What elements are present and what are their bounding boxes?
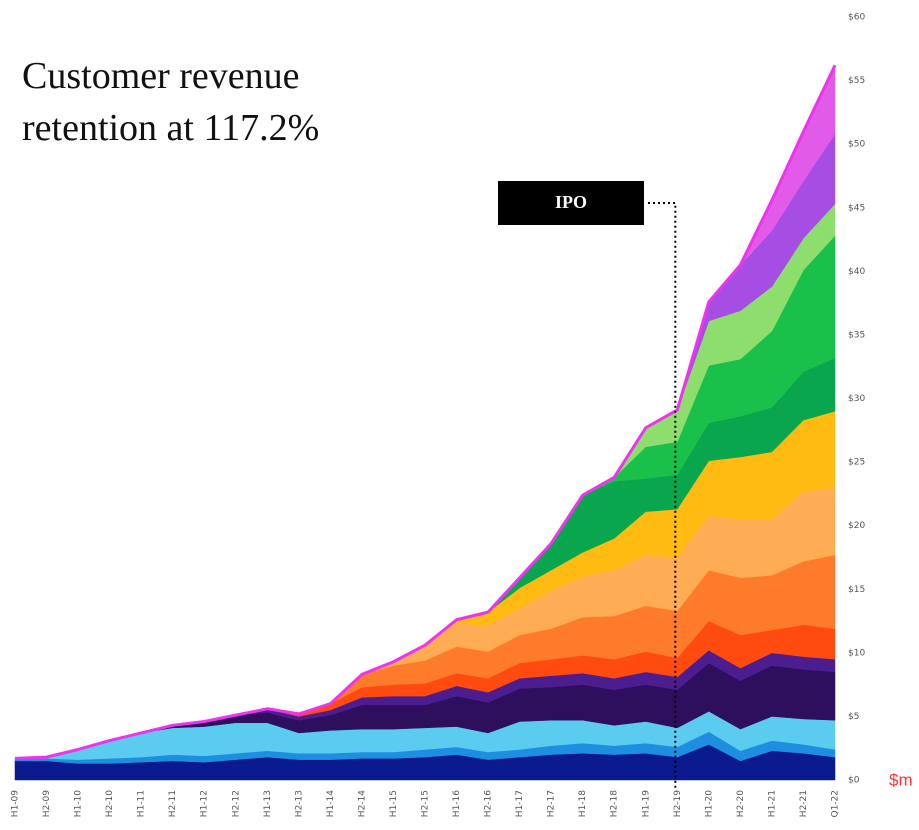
x-tick-label: H1-20 [704,790,714,817]
y-tick-label: $40 [848,267,865,277]
x-tick-label: H2-17 [547,790,557,817]
x-tick-label: H2-11 [168,790,178,817]
x-tick-label: H2-18 [610,790,620,817]
x-tick-label: H1-10 [74,790,84,817]
annotation-box [498,181,644,225]
x-tick-label: H2-13 [294,790,304,817]
x-tick-label: H2-09 [42,790,52,817]
x-tick-label: H1-09 [11,790,21,817]
x-tick-label: H1-13 [263,790,273,817]
annotation-label: IPO [555,192,587,212]
x-tick-label: Q1-22 [831,790,841,818]
x-tick-label: H2-14 [357,790,367,817]
chart-title: retention at 117.2% [22,107,319,149]
x-tick-label: H1-15 [389,790,399,817]
y-tick-label: $15 [848,585,865,595]
x-tick-label: H2-19 [673,790,683,817]
x-tick-label: H2-12 [231,790,241,817]
y-tick-label: $10 [848,648,865,658]
x-tick-label: H1-14 [326,790,336,817]
y-tick-label: $60 [848,13,865,23]
y-tick-label: $55 [848,76,865,86]
x-tick-label: H2-16 [484,790,494,817]
x-tick-label: H1-12 [200,790,210,817]
y-unit-label: $m [889,770,913,789]
x-tick-label: H2-15 [421,790,431,817]
chart-title: Customer revenue [22,55,300,97]
x-tick-label: H1-18 [578,790,588,817]
x-tick-label: H1-19 [641,790,651,817]
x-tick-label: H1-17 [515,790,525,817]
x-tick-label: H1-16 [452,790,462,817]
y-tick-label: $5 [848,712,859,722]
y-tick-label: $20 [848,521,865,531]
x-tick-label: H2-10 [105,790,115,817]
x-tick-label: H2-21 [799,790,809,817]
y-tick-label: $0 [848,776,860,786]
x-tick-label: H1-11 [137,790,147,817]
y-tick-label: $45 [848,203,865,213]
x-tick-label: H1-21 [767,790,777,817]
y-tick-label: $25 [848,458,865,468]
y-tick-label: $35 [848,330,865,340]
x-tick-label: H2-20 [736,790,746,817]
y-tick-label: $50 [848,140,865,150]
y-tick-label: $30 [848,394,865,404]
total-outline [14,64,837,760]
